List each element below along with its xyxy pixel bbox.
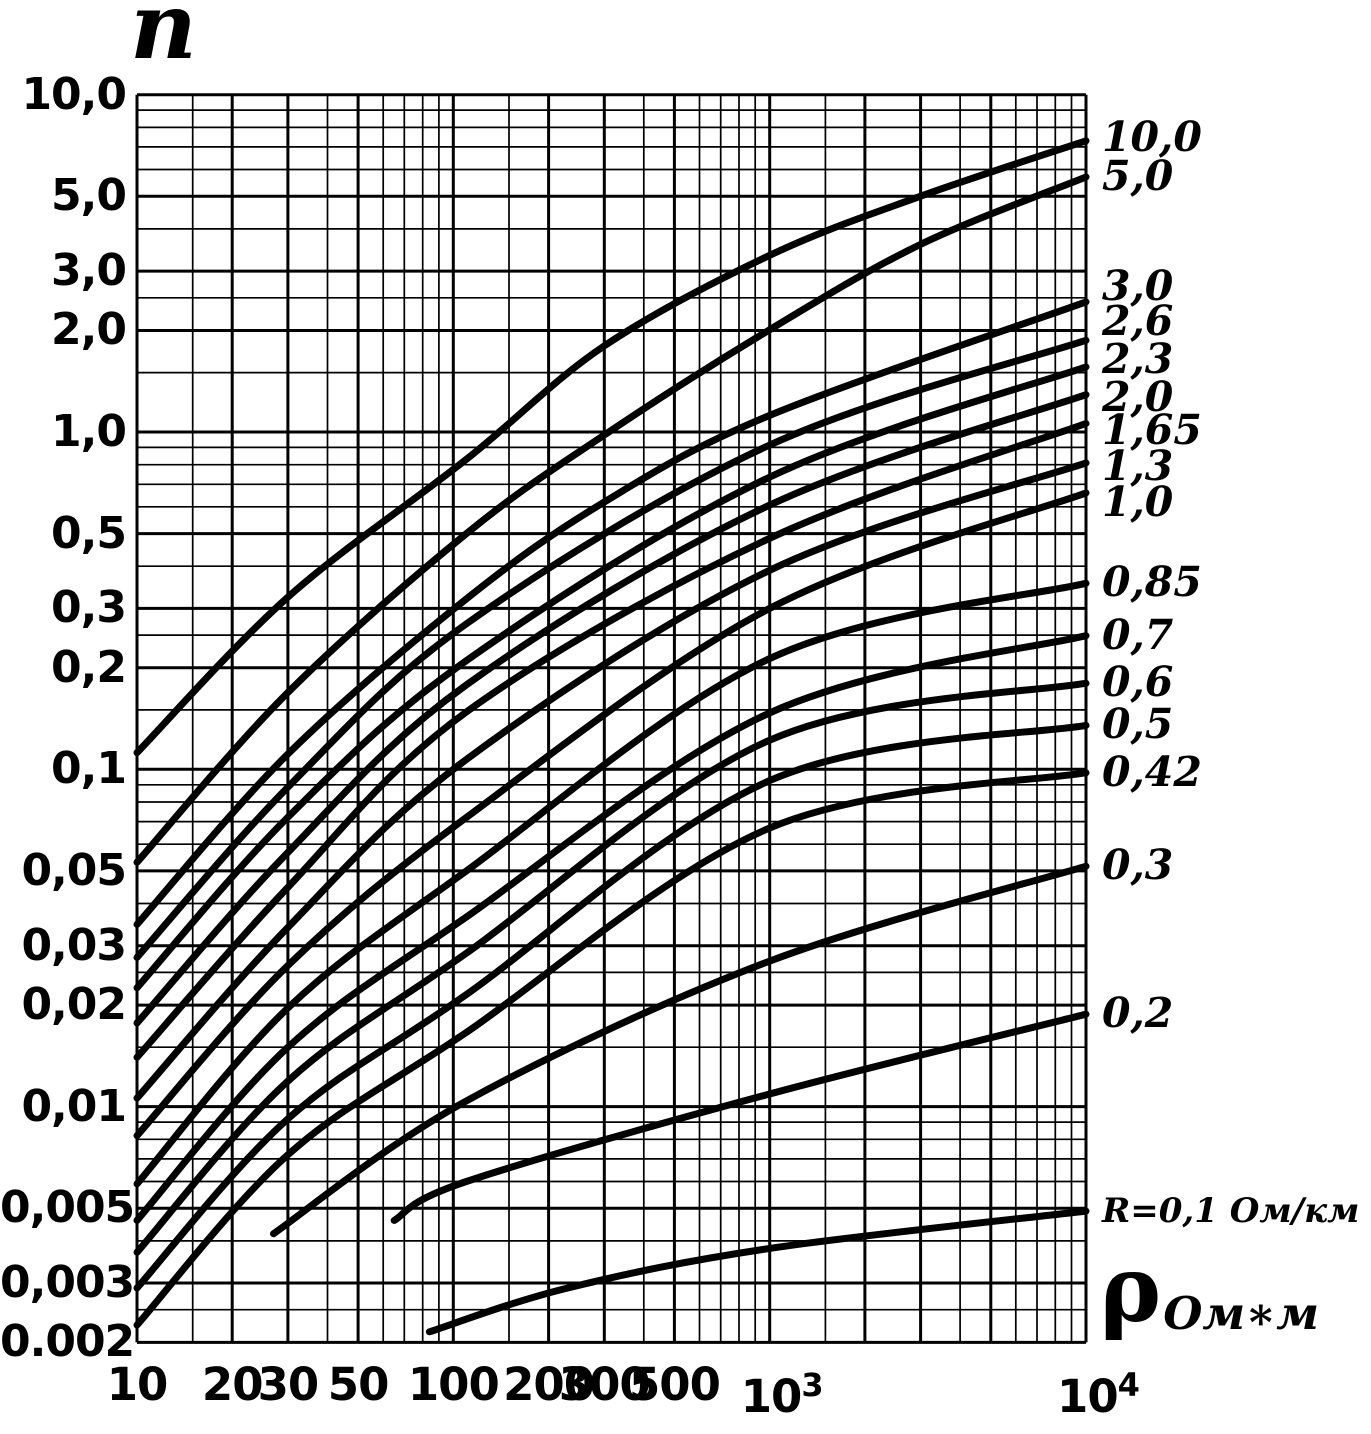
x-tick-label-20: 20 (201, 1358, 264, 1411)
curve-label-R-0.42: 0,42 (1102, 747, 1202, 796)
curve-label-R-0.6: 0,6 (1102, 658, 1174, 707)
curve-R-0.2 (390, 1010, 1090, 1224)
y-tick-label-0.003: 0,003 (0, 1257, 135, 1308)
curve-R-0.85 (133, 579, 1090, 1188)
curve-R-10 (133, 137, 1090, 757)
curve-label-R-10: 10,0 (1102, 112, 1202, 161)
x-tick-exponent: 3 (801, 1366, 823, 1404)
grid-minor-lines (137, 94, 1086, 1343)
curve-R-2.6 (133, 336, 1090, 961)
curve-R-2.3 (133, 363, 1090, 992)
curve-R-5 (133, 173, 1090, 866)
x-tick-label-10: 10 (106, 1358, 169, 1411)
x-tick-label-50: 50 (327, 1358, 390, 1411)
curve-label-R-0.7: 0,7 (1102, 610, 1174, 659)
x-tick-label-300: 300 (558, 1358, 651, 1411)
curve-label-R-0.2: 0,2 (1102, 989, 1174, 1038)
curve-R-0.6 (133, 679, 1090, 1256)
x-tick-label-30: 30 (257, 1358, 320, 1411)
curve-label-R-2.3: 2,3 (1102, 334, 1174, 383)
y-tick-label-0.01: 0,01 (21, 1080, 127, 1132)
y-tick-label-3: 3,0 (51, 245, 127, 297)
curve-R-2 (133, 391, 1090, 1027)
y-tick-label-0.05: 0,05 (21, 844, 127, 896)
curve-label-R-1.65: 1,65 (1102, 405, 1202, 454)
curve-label-R-5: 5,0 (1102, 152, 1174, 201)
curve-R-0.7 (133, 632, 1090, 1224)
curve-label-R-2: 2,0 (1102, 373, 1174, 422)
x-tick-label-200: 200 (503, 1358, 595, 1411)
x-tick-label-500: 500 (628, 1358, 721, 1411)
rho-unit-subscript: Ом∗м (1163, 1287, 1320, 1340)
curve-R-0.5 (133, 721, 1090, 1292)
curve-label-R-0.5: 0,5 (1102, 700, 1174, 749)
y-tick-label-0.3: 0,3 (51, 582, 127, 634)
x-tick-label-10000: 104 (1057, 1366, 1140, 1423)
y-tick-label-0.002: 0.002 (0, 1316, 135, 1368)
y-tick-label-5: 5,0 (51, 170, 127, 222)
grid-major-lines (135, 93, 1088, 1344)
y-tick-label-0.5: 0,5 (51, 507, 127, 559)
curve-label-R-0.1: R=0,1 Ом/км (1102, 1191, 1360, 1232)
x-tick-label-100: 100 (407, 1358, 500, 1411)
x-tick-exponent: 4 (1117, 1366, 1140, 1404)
curve-family (133, 137, 1090, 1336)
y-tick-label-0.02: 0,02 (21, 979, 127, 1031)
curve-R-1 (133, 489, 1090, 1140)
y-tick-label-0.1: 0,1 (51, 743, 127, 795)
y-tick-label-1: 1,0 (51, 406, 127, 457)
curve-label-R-3: 3,0 (1102, 262, 1174, 311)
curve-label-R-0.85: 0,85 (1102, 558, 1202, 607)
y-tick-label-2: 2,0 (51, 304, 127, 356)
y-tick-label-0.005: 0,005 (0, 1182, 135, 1234)
x-axis-title: ρОм∗м (1100, 1243, 1319, 1340)
y-tick-label-10: 10,0 (21, 68, 127, 120)
curve-label-R-0.3: 0,3 (1102, 841, 1174, 890)
rho-symbol: ρ (1100, 1235, 1162, 1343)
curve-R-0.3 (270, 862, 1090, 1238)
curve-label-R-1.3: 1,3 (1102, 441, 1174, 490)
y-axis-title: n (130, 0, 197, 80)
y-tick-label-0.2: 0,2 (51, 641, 127, 693)
curve-R-1.3 (133, 459, 1090, 1102)
curve-R-0.42 (133, 769, 1090, 1329)
y-tick-label-0.03: 0,03 (21, 919, 127, 971)
curve-R-3 (133, 298, 1090, 928)
curve-label-R-1: 1,0 (1102, 478, 1174, 527)
curve-R-0.1 (425, 1207, 1090, 1336)
curve-R-1.65 (133, 420, 1090, 1061)
curve-label-R-2.6: 2,6 (1102, 296, 1174, 345)
x-tick-label-1000: 103 (740, 1366, 824, 1423)
